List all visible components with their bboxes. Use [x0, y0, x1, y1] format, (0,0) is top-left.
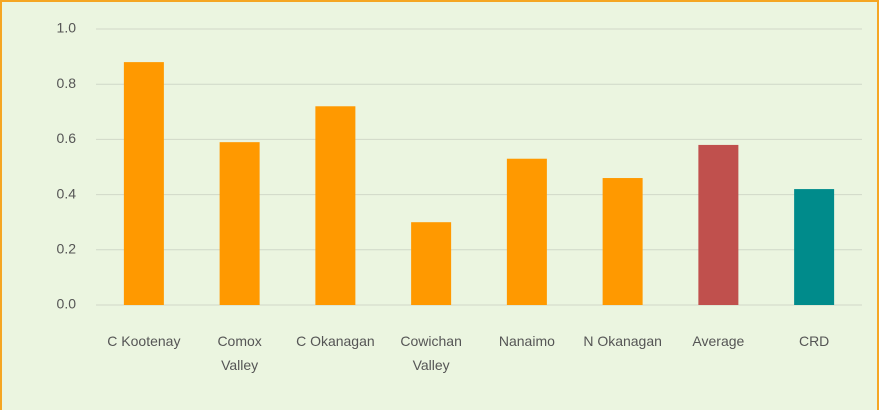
- bar: [123, 62, 164, 306]
- bar: [315, 106, 356, 305]
- bar: [411, 222, 452, 305]
- x-tick-label: Comox Valley: [217, 333, 262, 373]
- x-tick-label: C Kootenay: [107, 333, 181, 349]
- y-tick-label: 0.6: [57, 130, 77, 146]
- x-tick-label: Average: [692, 333, 745, 349]
- y-tick-label: 0.0: [57, 296, 77, 312]
- bar: [506, 158, 547, 305]
- y-tick-label: 0.8: [57, 75, 77, 91]
- y-tick-label: 1.0: [57, 20, 77, 36]
- bar: [219, 142, 260, 305]
- x-tick-label: C Okanagan: [296, 333, 375, 349]
- x-tick-label: N Okanagan: [583, 333, 662, 349]
- x-tick-label: Nanaimo: [498, 333, 555, 349]
- y-tick-label: 0.4: [57, 185, 77, 201]
- bar: [794, 189, 835, 305]
- x-tick-label: Cowichan Valley: [400, 333, 462, 373]
- y-tick-label: 0.2: [57, 241, 77, 257]
- bar: [602, 178, 643, 305]
- x-tick-label: CRD: [798, 333, 830, 349]
- bar: [698, 144, 739, 305]
